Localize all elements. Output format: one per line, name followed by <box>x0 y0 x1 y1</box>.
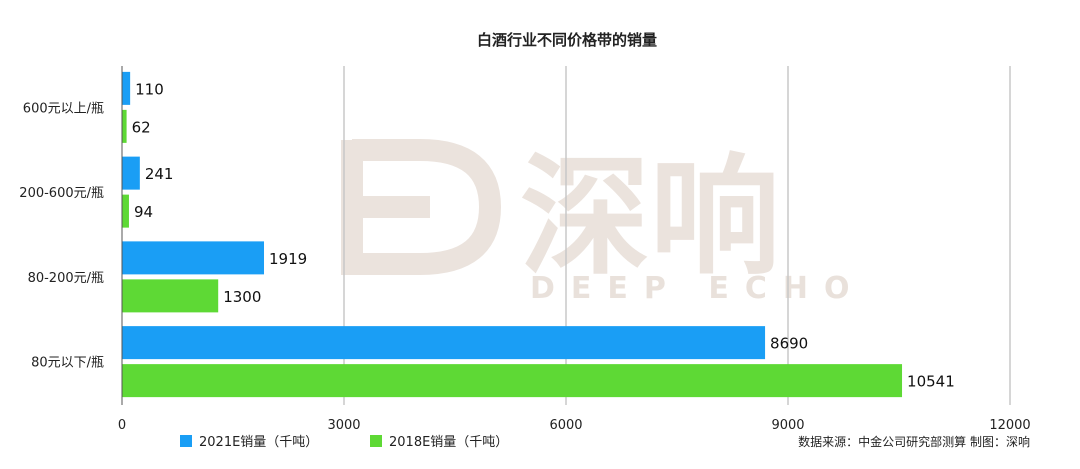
value-labels: 110 62 241 94 1919 1300 8690 10541 <box>132 80 955 390</box>
source-note: 数据来源：中金公司研究部测算 制图：深响 <box>798 434 1030 449</box>
bar-value-label: 94 <box>134 203 153 221</box>
x-tick-label: 12000 <box>989 418 1030 433</box>
bar-value-label: 110 <box>135 80 164 98</box>
bar-value-label: 1300 <box>223 288 261 306</box>
legend-label-2018e: 2018E销量（千吨） <box>389 435 508 450</box>
bar-value-label: 10541 <box>907 373 955 391</box>
category-label: 600元以上/瓶 <box>23 101 104 116</box>
x-tick-label: 6000 <box>549 418 582 433</box>
watermark-logo-icon <box>341 139 502 275</box>
bar <box>122 109 127 143</box>
x-tick-label: 0 <box>118 418 126 433</box>
bar-value-label: 8690 <box>770 335 808 353</box>
x-axis-tick-labels: 0 3000 6000 9000 12000 <box>118 418 1031 433</box>
x-tick-label: 3000 <box>327 418 360 433</box>
watermark: 深响 DEEP ECHO <box>341 139 865 306</box>
category-label: 80-200元/瓶 <box>28 271 104 286</box>
bar <box>122 156 140 190</box>
bar <box>122 241 265 275</box>
legend: 2021E销量（千吨） 2018E销量（千吨） <box>180 435 508 450</box>
bar <box>122 326 766 360</box>
bar <box>122 364 903 398</box>
legend-swatch-2018e <box>370 435 382 447</box>
bar <box>122 71 131 105</box>
bar-value-label: 1919 <box>269 250 307 268</box>
x-tick-label: 9000 <box>771 418 804 433</box>
bar <box>122 279 219 313</box>
bar-value-label: 241 <box>145 165 174 183</box>
bars <box>122 71 903 398</box>
bar-value-label: 62 <box>132 118 151 136</box>
category-labels: 600元以上/瓶 200-600元/瓶 80-200元/瓶 80元以下/瓶 <box>19 101 104 370</box>
watermark-brand-en: DEEP ECHO <box>530 271 865 306</box>
bar <box>122 194 129 228</box>
chart-title: 白酒行业不同价格带的销量 <box>477 31 657 49</box>
category-label: 80元以下/瓶 <box>31 356 104 371</box>
watermark-brand-cn: 深响 <box>520 141 780 293</box>
legend-label-2021e: 2021E销量（千吨） <box>199 435 318 450</box>
legend-swatch-2021e <box>180 435 192 447</box>
category-label: 200-600元/瓶 <box>19 186 104 201</box>
